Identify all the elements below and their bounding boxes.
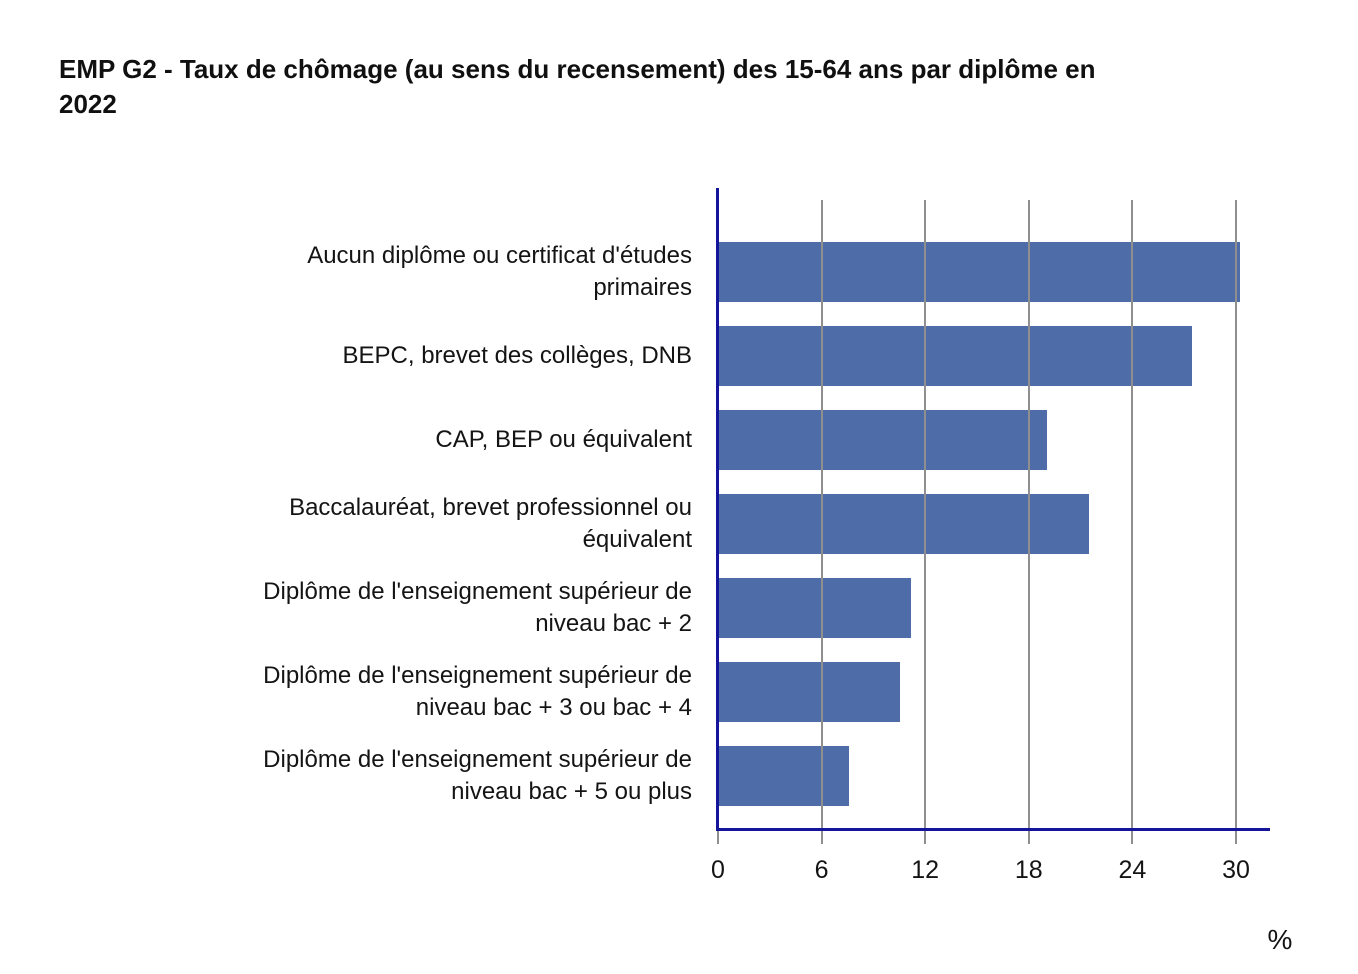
category-label-6: Diplôme de l'enseignement supérieur de n… (263, 662, 692, 721)
x-axis-tick-18 (1027, 831, 1030, 844)
x-tick-label-0: 0 (711, 856, 725, 884)
x-tick-label-12: 12 (911, 856, 940, 884)
x-tick-label-6: 6 (814, 856, 829, 884)
bar-4 (719, 494, 1089, 554)
x-axis-tick-30 (1235, 831, 1237, 844)
category-label-1: Aucun diplôme ou certificat d'études pri… (307, 242, 692, 301)
bar-3 (719, 410, 1048, 470)
bar-6 (719, 662, 901, 722)
category-label-5: Diplôme de l'enseignement supérieur de n… (263, 578, 692, 637)
category-label-4: Baccalauréat, brevet professionnel ou éq… (289, 494, 692, 553)
category-label-7: Diplôme de l'enseignement supérieur de n… (263, 746, 692, 805)
x-tick-label-24: 24 (1118, 856, 1147, 884)
category-labels: Aucun diplôme ou certificat d'études pri… (60, 188, 692, 831)
category-label-2: BEPC, brevet des collèges, DNB (342, 342, 693, 370)
category-label-3: CAP, BEP ou équivalent (435, 426, 692, 454)
x-axis-tick-24 (1131, 831, 1134, 844)
bar-5 (719, 578, 911, 638)
gridline-24 (1131, 200, 1134, 828)
x-axis-tick-12 (924, 831, 927, 844)
bar-2 (719, 326, 1193, 386)
chart-title: EMP G2 - Taux de chômage (au sens du rec… (59, 54, 1096, 120)
x-axis-line (716, 828, 1270, 831)
x-tick-label-18: 18 (1014, 856, 1043, 884)
gridline-30 (1235, 200, 1237, 828)
plot-area: 0 6 12 18 24 30 (711, 188, 1270, 884)
gridline-18 (1027, 200, 1030, 828)
gridline-6 (820, 200, 823, 828)
y-axis-line (716, 188, 719, 831)
x-axis-tick-0 (717, 831, 719, 844)
x-tick-label-30: 30 (1222, 856, 1250, 884)
gridline-12 (924, 200, 927, 828)
x-axis-tick-6 (820, 831, 823, 844)
x-axis-unit-label: % (1267, 924, 1293, 955)
bar-7 (719, 746, 849, 806)
bar-1 (719, 242, 1241, 302)
